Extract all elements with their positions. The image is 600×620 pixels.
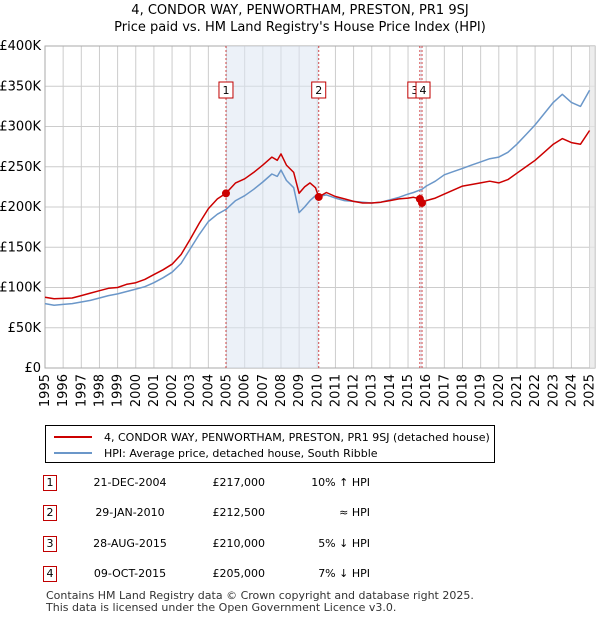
- sale-hpi-compare: 5% ↓ HPI: [318, 537, 370, 550]
- x-tick-label: 2005: [220, 374, 235, 407]
- y-tick-label: £250K: [0, 160, 41, 175]
- sale-marker-box: [415, 81, 431, 99]
- x-tick-label: 2025: [583, 374, 598, 407]
- legend-hpi: HPI: Average price, detached house, Sout…: [54, 445, 378, 461]
- sale-date: 29-JAN-2010: [95, 506, 165, 519]
- sale-marker-label: 2: [315, 84, 322, 97]
- x-tick-label: 1996: [56, 374, 71, 407]
- x-tick-label: 2019: [474, 374, 489, 407]
- y-tick-label: £0: [24, 361, 41, 376]
- sale-price: £210,000: [212, 537, 266, 550]
- sale-marker: 4: [415, 81, 431, 99]
- sale-hpi-compare: 7% ↓ HPI: [318, 567, 370, 580]
- x-tick-label: 2000: [129, 374, 144, 407]
- sale-vlines: [225, 46, 423, 368]
- x-tick-label: 2022: [528, 374, 543, 407]
- footer-copyright: Contains HM Land Registry data © Crown c…: [46, 589, 474, 602]
- sale-date: 21-DEC-2004: [93, 476, 167, 489]
- y-tick-label: £400K: [0, 39, 41, 54]
- x-axis: 1995 1996 1997 1998 1999 2000 2001 2002 2003 2004…: [38, 374, 598, 407]
- chart-title: 4, CONDOR WAY, PENWORTHAM, PRESTON, PR1 …: [0, 2, 600, 36]
- sale-row-1: 1 21-DEC-2004 £217,000 10% ↑ HPI: [0, 475, 600, 495]
- sale-shades: [225, 46, 595, 368]
- footer-license: This data is licensed under the Open Gov…: [46, 601, 397, 614]
- sale-row-4: 4 09-OCT-2015 £205,000 7% ↓ HPI: [0, 566, 600, 586]
- x-tick-label: 2014: [383, 374, 398, 407]
- sale-number: 3: [43, 536, 57, 552]
- sale-row-3: 3 28-AUG-2015 £210,000 5% ↓ HPI: [0, 536, 600, 556]
- y-tick-label: £100K: [0, 281, 41, 296]
- sale-point: [418, 198, 427, 207]
- x-tick-label: 2023: [546, 374, 561, 407]
- y-axis: £0 £50K £100K £150K £200K £250K £300K £350K £400…: [0, 39, 41, 376]
- x-tick-label: 2010: [310, 374, 325, 407]
- x-tick-label: 1998: [92, 374, 107, 407]
- x-tick-label: 1997: [74, 374, 89, 407]
- sale-date: 28-AUG-2015: [93, 537, 167, 550]
- x-tick-label: 2008: [274, 374, 289, 407]
- sale-number: 2: [43, 505, 57, 521]
- sale-price: £212,500: [212, 506, 266, 519]
- legend-property-line: [54, 436, 92, 438]
- x-tick-label: 2018: [455, 374, 470, 407]
- sale-hpi-compare: 10% ↑ HPI: [311, 476, 370, 489]
- x-tick-label: 2003: [183, 374, 198, 407]
- sale-marker: 1: [218, 81, 234, 99]
- y-tick-label: £300K: [0, 120, 41, 135]
- sale-hpi-compare: ≈ HPI: [339, 506, 370, 519]
- sale-marker-box: [218, 81, 234, 99]
- y-tick-label: £200K: [0, 200, 41, 215]
- sale-point: [221, 189, 230, 198]
- x-tick-label: 2004: [201, 374, 216, 407]
- sale-marker-label: 4: [420, 84, 427, 97]
- x-tick-label: 2017: [437, 374, 452, 407]
- y-tick-label: £350K: [0, 79, 41, 94]
- x-tick-label: 2009: [292, 374, 307, 407]
- title-subtitle: Price paid vs. HM Land Registry's House …: [114, 20, 486, 35]
- x-tick-label: 1999: [111, 374, 126, 407]
- sale-number: 1: [43, 475, 57, 491]
- x-tick-label: 2013: [365, 374, 380, 407]
- x-tick-label: 2012: [347, 374, 362, 407]
- legend-hpi-line: [54, 452, 92, 454]
- legend: 4, CONDOR WAY, PENWORTHAM, PRESTON, PR1 …: [45, 425, 495, 463]
- x-tick-label: 2011: [328, 374, 343, 407]
- x-tick-label: 2021: [510, 374, 525, 407]
- shade-1-2: [225, 46, 319, 368]
- future-shade: [589, 46, 595, 368]
- legend-property-label: 4, CONDOR WAY, PENWORTHAM, PRESTON, PR1 …: [104, 430, 490, 444]
- title-address: 4, CONDOR WAY, PENWORTHAM, PRESTON, PR1 …: [131, 3, 469, 18]
- sale-row-2: 2 29-JAN-2010 £212,500 ≈ HPI: [0, 505, 600, 525]
- sale-price: £205,000: [212, 567, 266, 580]
- y-tick-label: £50K: [8, 321, 42, 336]
- x-tick-label: 2020: [492, 374, 507, 407]
- y-tick-label: £150K: [0, 240, 41, 255]
- x-tick-label: 2016: [419, 374, 434, 407]
- shade-3-4: [419, 46, 423, 368]
- x-tick-label: 2007: [256, 374, 271, 407]
- footer: Contains HM Land Registry data © Crown c…: [46, 590, 474, 614]
- x-tick-label: 2024: [564, 374, 579, 407]
- series-line: [44, 130, 591, 300]
- sale-points: [221, 189, 427, 207]
- x-tick-label: 2002: [165, 374, 180, 407]
- sale-date: 09-OCT-2015: [93, 567, 167, 580]
- x-tick-label: 1995: [38, 374, 53, 407]
- sale-price: £217,000: [212, 476, 266, 489]
- sale-marker-label: 1: [222, 84, 229, 97]
- x-tick-label: 2015: [401, 374, 416, 407]
- sale-marker-box: [311, 81, 327, 99]
- sale-marker: 2: [311, 81, 327, 99]
- sale-number: 4: [43, 566, 57, 582]
- sale-point: [314, 192, 323, 201]
- x-tick-label: 2001: [147, 374, 162, 407]
- legend-property: 4, CONDOR WAY, PENWORTHAM, PRESTON, PR1 …: [54, 429, 490, 445]
- x-tick-label: 2006: [238, 374, 253, 407]
- sale-marker-label: 3: [411, 84, 418, 97]
- legend-hpi-label: HPI: Average price, detached house, Sout…: [104, 446, 378, 460]
